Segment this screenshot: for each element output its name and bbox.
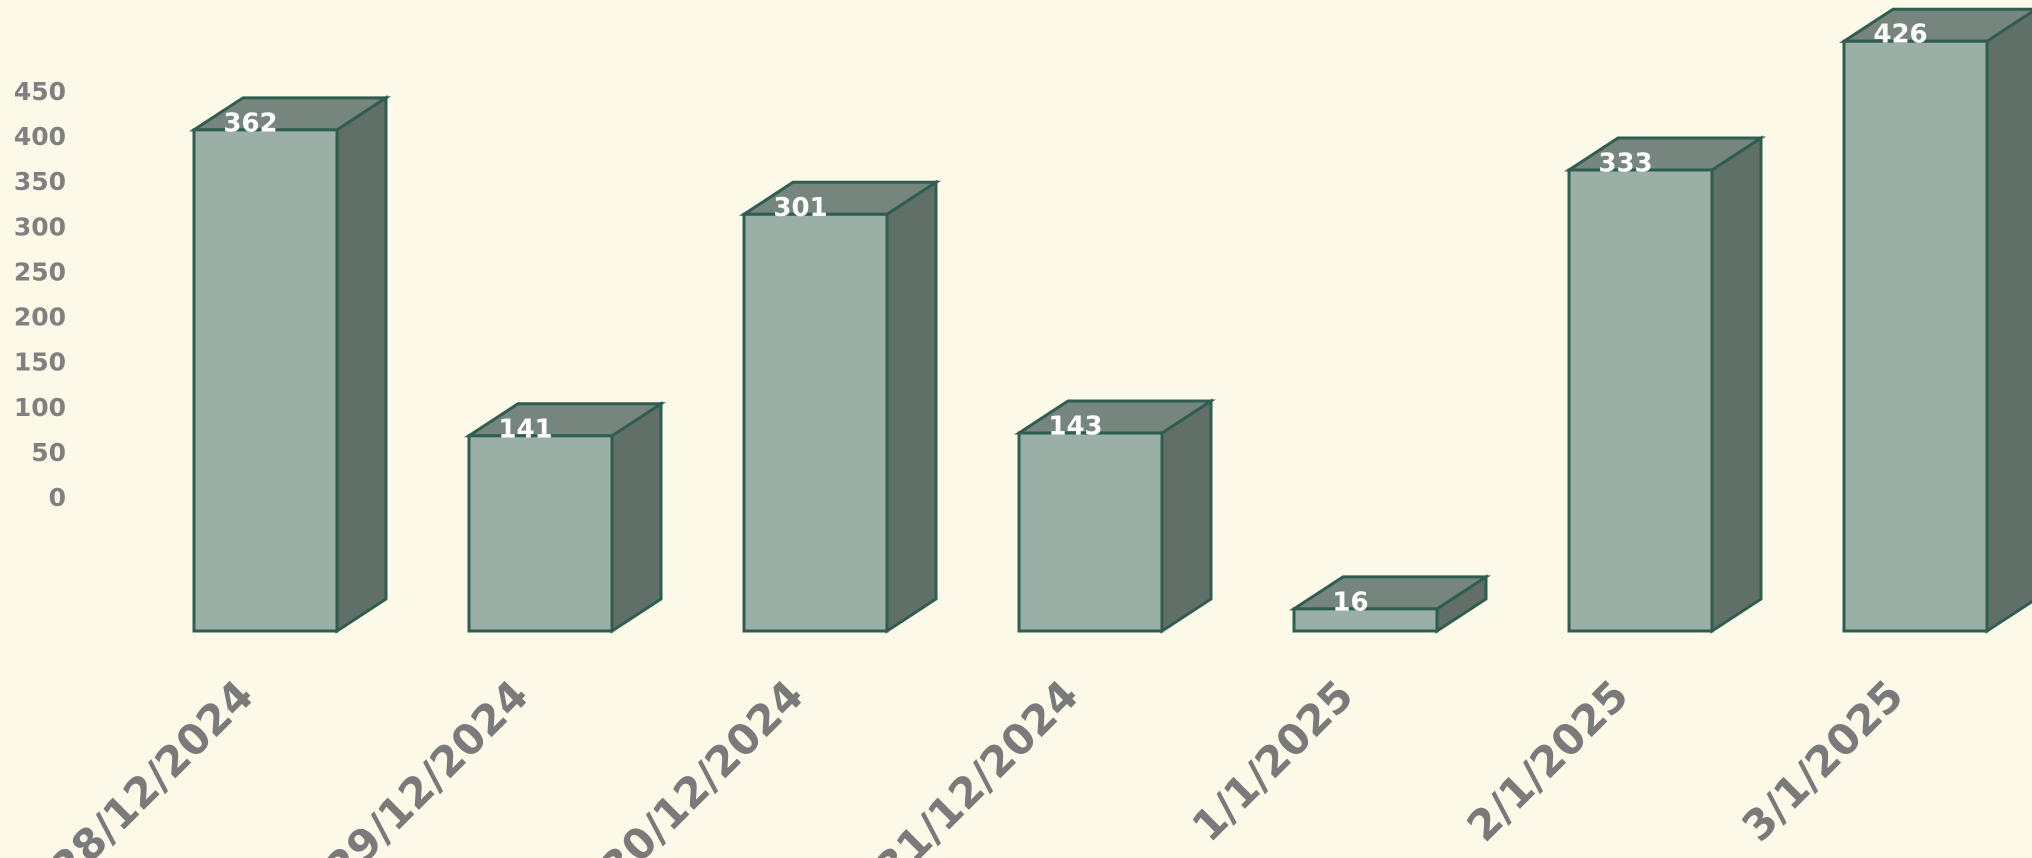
- y-tick-label: 300: [14, 212, 66, 241]
- value-label: 426: [1873, 20, 1927, 50]
- value-label: 143: [1048, 412, 1102, 442]
- y-tick-label: 400: [14, 122, 66, 151]
- bar-side: [335, 95, 388, 634]
- bar-side: [885, 179, 938, 634]
- y-tick-label: 200: [14, 303, 66, 332]
- y-tick-label: 150: [14, 348, 66, 377]
- bar-side: [610, 401, 663, 634]
- bar: [192, 128, 339, 633]
- y-tick-label: 50: [31, 438, 66, 467]
- y-tick-label: 0: [49, 483, 66, 512]
- value-label: 333: [1598, 148, 1652, 178]
- bar: [742, 212, 889, 633]
- y-tick-label: 100: [14, 393, 66, 422]
- value-label: 16: [1332, 587, 1368, 617]
- value-label: 141: [498, 414, 552, 444]
- value-label: 301: [773, 193, 827, 223]
- bar: [1842, 39, 1989, 633]
- bar-side: [1710, 135, 1763, 634]
- y-tick-label: 350: [14, 167, 66, 196]
- value-label: 362: [223, 108, 277, 138]
- bar: [1292, 607, 1439, 633]
- bar: [467, 434, 614, 633]
- y-tick-label: 250: [14, 257, 66, 286]
- bar-side: [1985, 10, 2032, 634]
- bar: [1017, 431, 1164, 633]
- y-tick-label: 450: [14, 77, 66, 106]
- bar: [1567, 168, 1714, 633]
- bar-side: [1160, 398, 1213, 634]
